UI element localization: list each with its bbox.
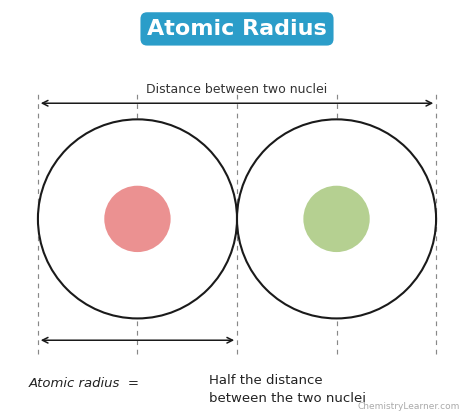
Text: Half the distance
between the two nuclei: Half the distance between the two nuclei [209, 374, 365, 405]
Circle shape [237, 119, 436, 318]
Circle shape [38, 119, 237, 318]
Text: Atomic radius  =: Atomic radius = [28, 377, 139, 390]
Text: Atomic Radius: Atomic Radius [147, 19, 327, 39]
Text: Distance between two nuclei: Distance between two nuclei [146, 83, 328, 96]
Circle shape [303, 186, 370, 252]
Circle shape [104, 186, 171, 252]
Text: ChemistryLearner.com: ChemistryLearner.com [357, 401, 460, 411]
